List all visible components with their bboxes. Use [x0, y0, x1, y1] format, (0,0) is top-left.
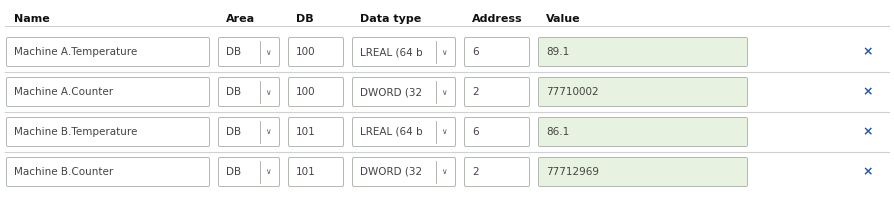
FancyBboxPatch shape — [6, 117, 209, 147]
Text: ×: × — [863, 165, 873, 178]
Text: 6: 6 — [472, 47, 478, 57]
Text: 77712969: 77712969 — [546, 167, 599, 177]
FancyBboxPatch shape — [289, 158, 343, 186]
Text: 101: 101 — [296, 127, 316, 137]
FancyBboxPatch shape — [6, 77, 209, 107]
Text: ∨: ∨ — [266, 168, 271, 177]
FancyBboxPatch shape — [465, 77, 529, 107]
Text: 2: 2 — [472, 87, 478, 97]
Text: ∨: ∨ — [266, 128, 271, 137]
Text: Machine A.Counter: Machine A.Counter — [14, 87, 114, 97]
Text: Name: Name — [14, 14, 50, 24]
Text: ∨: ∨ — [441, 168, 447, 177]
FancyBboxPatch shape — [465, 117, 529, 147]
Text: ∨: ∨ — [441, 88, 447, 97]
Text: Data type: Data type — [360, 14, 421, 24]
Text: Address: Address — [472, 14, 523, 24]
Text: ∨: ∨ — [441, 48, 447, 56]
Text: 2: 2 — [472, 167, 478, 177]
FancyBboxPatch shape — [218, 77, 280, 107]
FancyBboxPatch shape — [538, 37, 747, 67]
FancyBboxPatch shape — [289, 117, 343, 147]
FancyBboxPatch shape — [218, 117, 280, 147]
Text: 77710002: 77710002 — [546, 87, 599, 97]
FancyBboxPatch shape — [352, 77, 456, 107]
Text: 89.1: 89.1 — [546, 47, 569, 57]
Text: LREAL (64 b: LREAL (64 b — [360, 47, 423, 57]
FancyBboxPatch shape — [218, 158, 280, 186]
Text: DB: DB — [226, 47, 241, 57]
Text: ∨: ∨ — [266, 48, 271, 56]
Text: Area: Area — [226, 14, 255, 24]
Text: ∨: ∨ — [441, 128, 447, 137]
Text: LREAL (64 b: LREAL (64 b — [360, 127, 423, 137]
FancyBboxPatch shape — [538, 158, 747, 186]
Text: Machine B.Counter: Machine B.Counter — [14, 167, 114, 177]
Text: 86.1: 86.1 — [546, 127, 569, 137]
FancyBboxPatch shape — [352, 117, 456, 147]
Text: 6: 6 — [472, 127, 478, 137]
FancyBboxPatch shape — [289, 37, 343, 67]
Text: DB: DB — [226, 87, 241, 97]
Text: 100: 100 — [296, 47, 316, 57]
Text: Value: Value — [546, 14, 580, 24]
Text: 100: 100 — [296, 87, 316, 97]
Text: DWORD (32: DWORD (32 — [360, 167, 422, 177]
Text: ×: × — [863, 125, 873, 138]
Text: ∨: ∨ — [266, 88, 271, 97]
Text: ×: × — [863, 46, 873, 58]
Text: Machine B.Temperature: Machine B.Temperature — [14, 127, 138, 137]
FancyBboxPatch shape — [6, 158, 209, 186]
Text: DB: DB — [296, 14, 314, 24]
Text: 101: 101 — [296, 167, 316, 177]
FancyBboxPatch shape — [538, 117, 747, 147]
Text: DB: DB — [226, 127, 241, 137]
Text: DB: DB — [226, 167, 241, 177]
FancyBboxPatch shape — [352, 37, 456, 67]
FancyBboxPatch shape — [352, 158, 456, 186]
FancyBboxPatch shape — [538, 77, 747, 107]
Text: ×: × — [863, 86, 873, 98]
FancyBboxPatch shape — [465, 158, 529, 186]
FancyBboxPatch shape — [218, 37, 280, 67]
FancyBboxPatch shape — [465, 37, 529, 67]
Text: Machine A.Temperature: Machine A.Temperature — [14, 47, 138, 57]
FancyBboxPatch shape — [6, 37, 209, 67]
Text: DWORD (32: DWORD (32 — [360, 87, 422, 97]
FancyBboxPatch shape — [289, 77, 343, 107]
